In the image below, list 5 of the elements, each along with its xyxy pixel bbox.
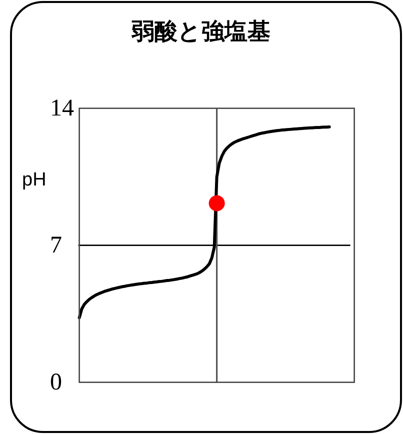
- y-tick-label: 0: [50, 369, 62, 396]
- y-axis-title: pH: [22, 170, 46, 190]
- y-tick-label: 14: [50, 95, 74, 122]
- chart-title: 弱酸と強塩基: [130, 19, 270, 45]
- y-tick-label: 7: [50, 232, 62, 258]
